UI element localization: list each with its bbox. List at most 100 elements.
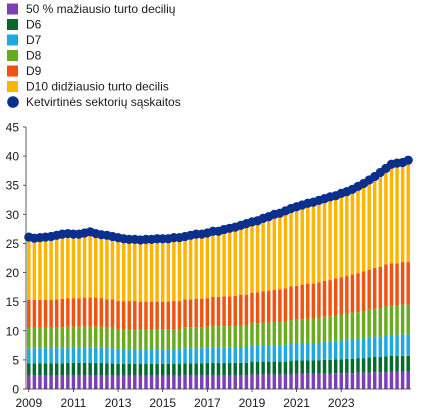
bar-segment: [322, 359, 327, 374]
bar-segment: [77, 326, 81, 348]
bar-segment: [138, 329, 143, 350]
bar-segment: [60, 375, 64, 389]
y-tick-label: 5: [12, 353, 19, 367]
bar-segment: [160, 329, 165, 350]
bar-segment: [99, 375, 104, 389]
legend-label: Ketvirtinės sektorių sąskaitos: [26, 95, 181, 109]
bar-segment: [149, 239, 154, 302]
bar-segment: [333, 315, 338, 341]
bar-segment: [88, 347, 92, 363]
bar-segment: [227, 296, 232, 327]
bar-segment: [322, 341, 327, 360]
bar-segment: [289, 361, 293, 375]
bar-segment: [233, 295, 237, 326]
bar-segment: [227, 362, 232, 376]
bar-segment: [188, 348, 193, 364]
bar-segment: [233, 375, 237, 389]
bar-segment: [289, 286, 293, 321]
bar-segment: [384, 264, 388, 307]
bar-segment: [328, 359, 332, 374]
bar-segment: [116, 301, 120, 330]
bar-segment: [406, 371, 410, 389]
bar-segment: [278, 345, 282, 362]
bar-segment: [311, 360, 316, 374]
bar-segment: [32, 375, 37, 389]
bar-segment: [194, 363, 198, 376]
bar-segment: [43, 237, 48, 300]
bar-segment: [160, 301, 165, 330]
bar-segment: [345, 313, 349, 341]
bar-segment: [121, 363, 126, 376]
bar-segment: [294, 209, 299, 286]
bar-segment: [255, 374, 260, 389]
legend-label: D6: [26, 18, 42, 32]
bar-segment: [77, 298, 81, 327]
bar-segment: [94, 362, 98, 376]
bar-segment: [322, 373, 327, 389]
bar-segment: [160, 363, 165, 376]
bar-segment: [255, 345, 260, 362]
bar-segment: [155, 301, 159, 330]
bar-segment: [121, 375, 126, 389]
bar-segment: [200, 234, 204, 299]
bar-segment: [239, 347, 243, 363]
bar-segment: [406, 304, 410, 335]
bar-segment: [71, 298, 76, 327]
bar-segment: [211, 362, 215, 376]
bar-segment: [144, 301, 148, 330]
legend-label: D10 didžiausio turto decilis: [26, 80, 169, 94]
bar-segment: [94, 297, 98, 327]
bar-segment: [88, 326, 92, 348]
bar-segment: [116, 363, 120, 376]
bar-segment: [272, 361, 277, 375]
bar-segment: [278, 215, 282, 290]
bar-segment: [116, 349, 120, 364]
bar-segment: [183, 235, 187, 300]
x-tick-label: 2021: [283, 396, 310, 410]
bar-segment: [272, 322, 277, 346]
bar-segment: [227, 326, 232, 348]
bar-segment: [244, 324, 249, 348]
y-tick-label: 25: [6, 237, 20, 251]
bar-segment: [149, 329, 154, 350]
x-tick-label: 2015: [149, 396, 176, 410]
bar-segment: [389, 371, 394, 389]
bar-segment: [144, 239, 148, 302]
bar-segment: [32, 299, 37, 328]
bar-segment: [395, 164, 399, 264]
bar-segment: [183, 375, 187, 389]
x-tick-label: 2023: [328, 396, 355, 410]
bar-segment: [177, 237, 182, 302]
bar-segment: [345, 193, 349, 277]
bar-segment: [294, 373, 299, 389]
bar-segment: [27, 299, 31, 328]
bar-segment: [345, 340, 349, 359]
bar-segment: [105, 299, 109, 328]
bar-segment: [261, 345, 265, 362]
bar-segment: [49, 375, 53, 389]
bar-segment: [88, 375, 92, 389]
legend-swatch: [7, 3, 18, 15]
legend-swatch: [7, 19, 18, 30]
bar-segment: [54, 363, 59, 376]
bar-segment: [82, 375, 87, 389]
bar-segment: [306, 318, 310, 344]
bar-segment: [361, 372, 366, 389]
bar-segment: [239, 294, 243, 325]
bar-segment: [99, 326, 104, 348]
bar-segment: [339, 340, 343, 360]
bar-segment: [138, 239, 143, 302]
bar-segment: [384, 372, 388, 389]
bar-segment: [289, 374, 293, 389]
bar-segment: [144, 349, 148, 364]
bar-segment: [99, 362, 104, 376]
bar-segment: [54, 375, 59, 389]
bar-segment: [94, 347, 98, 363]
bar-segment: [255, 323, 260, 346]
bar-segment: [105, 375, 109, 389]
bar-segment: [300, 319, 304, 344]
x-tick-label: 2009: [15, 396, 42, 410]
bar-segment: [400, 371, 405, 389]
bar-segment: [406, 334, 410, 356]
bar-segment: [350, 274, 355, 313]
